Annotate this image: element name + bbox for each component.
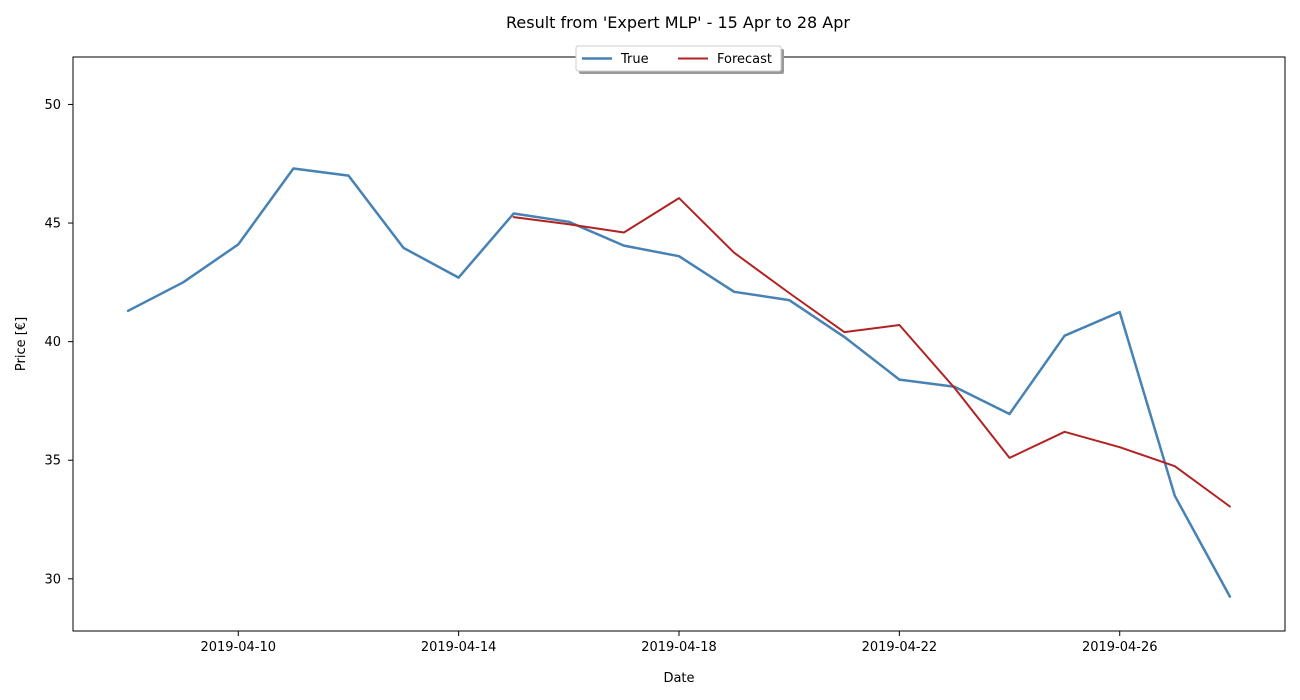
y-tick-label: 40 — [44, 335, 61, 350]
chart-title: Result from 'Expert MLP' - 15 Apr to 28 … — [506, 13, 850, 32]
plot-area — [72, 56, 1286, 632]
x-tick-label: 2019-04-26 — [1082, 640, 1158, 655]
y-tick-label: 50 — [44, 98, 61, 113]
x-tick-label: 2019-04-18 — [641, 640, 717, 655]
legend-label-forecast: Forecast — [717, 52, 772, 67]
legend-label-true: True — [620, 52, 649, 67]
series-line-forecast — [512, 197, 1231, 508]
series-line-true — [126, 167, 1232, 598]
y-axis-label: Price [€] — [14, 317, 29, 371]
y-tick-label: 45 — [44, 217, 61, 232]
x-axis-ticks: 2019-04-10 2019-04-14 2019-04-18 2019-04-22… — [200, 631, 1158, 655]
legend: True Forecast — [575, 45, 784, 74]
y-axis-ticks: 30 35 40 45 50 — [44, 98, 73, 587]
x-axis-label: Date — [663, 671, 694, 686]
x-tick-label: 2019-04-22 — [862, 640, 938, 655]
y-tick-label: 35 — [44, 454, 61, 469]
x-tick-label: 2019-04-10 — [200, 640, 276, 655]
x-tick-label: 2019-04-14 — [421, 640, 497, 655]
series-layer — [126, 167, 1232, 598]
y-tick-label: 30 — [44, 572, 61, 587]
